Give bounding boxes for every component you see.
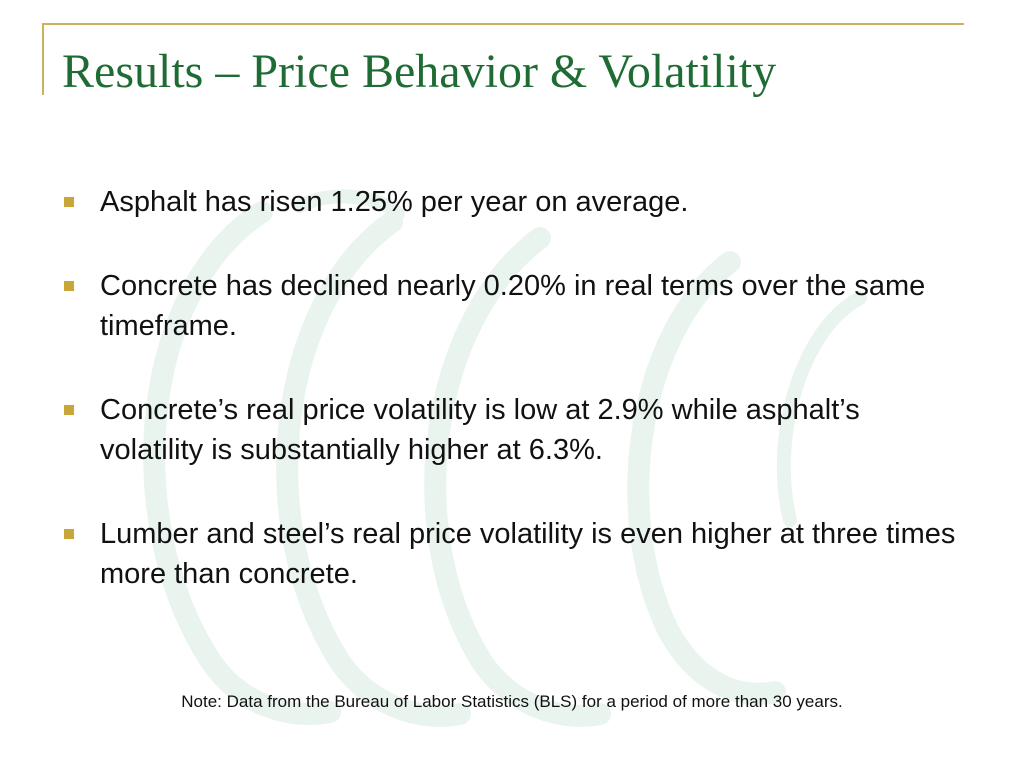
watermark-swirl-5: [293, 189, 405, 221]
square-bullet-icon: [64, 405, 74, 415]
bullet-text: Concrete’s real price volatility is low …: [100, 394, 860, 466]
bullet-item: Lumber and steel’s real price volatility…: [62, 514, 962, 594]
watermark-swirl-6: [776, 291, 867, 527]
bullet-item: Concrete’s real price volatility is low …: [62, 390, 962, 470]
square-bullet-icon: [64, 197, 74, 207]
bullet-text: Asphalt has risen 1.25% per year on aver…: [100, 186, 689, 218]
bullet-text: Lumber and steel’s real price volatility…: [100, 518, 956, 590]
bullet-text: Concrete has declined nearly 0.20% in re…: [100, 270, 926, 342]
bullet-list: Asphalt has risen 1.25% per year on aver…: [62, 182, 962, 638]
watermark-swirl-4: [627, 251, 786, 705]
frame-left-border: [42, 23, 44, 95]
slide-title: Results – Price Behavior & Volatility: [62, 45, 777, 98]
data-source-note: Note: Data from the Bureau of Labor Stat…: [181, 692, 843, 711]
bullet-item: Asphalt has risen 1.25% per year on aver…: [62, 182, 962, 222]
square-bullet-icon: [64, 529, 74, 539]
bullet-item: Concrete has declined nearly 0.20% in re…: [62, 266, 962, 346]
watermark-swirl-3: [424, 227, 611, 727]
frame-top-border: [42, 23, 964, 25]
watermark-swirl-1: [143, 201, 341, 726]
watermark-swirl-2: [276, 211, 471, 727]
square-bullet-icon: [64, 281, 74, 291]
